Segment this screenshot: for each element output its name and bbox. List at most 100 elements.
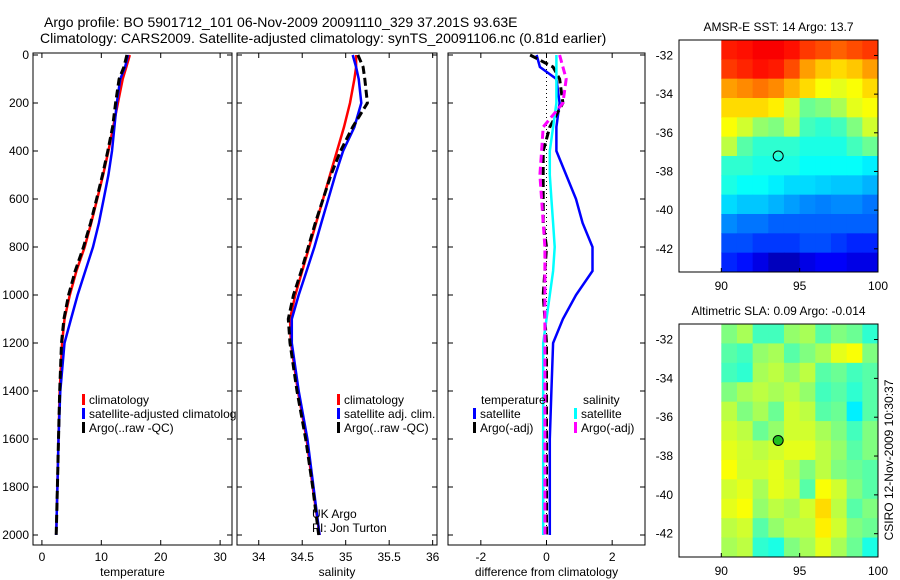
map-cell <box>752 401 769 422</box>
map-cell <box>752 537 769 558</box>
map-cell <box>846 156 863 176</box>
map-cell <box>846 175 863 196</box>
legend-swatch <box>337 408 340 419</box>
x-tick-label: 34 <box>252 550 266 564</box>
map-cell <box>768 382 785 403</box>
map-cell <box>846 382 863 403</box>
map-cell <box>721 459 738 480</box>
map-cell <box>830 117 848 138</box>
map-cell <box>862 343 879 364</box>
map-cell <box>752 59 769 80</box>
map-cell <box>830 343 848 364</box>
map-cell <box>721 382 738 403</box>
map-cell <box>736 214 754 234</box>
map-cell <box>862 421 879 441</box>
series-line-salinity-argo-adj- <box>538 54 568 535</box>
y-tick-label: 1800 <box>2 480 29 494</box>
legend-swatch <box>82 408 85 419</box>
map-cell <box>799 175 816 196</box>
legend-swatch <box>473 408 476 419</box>
map-cell <box>799 136 816 157</box>
map-cell <box>830 421 848 441</box>
map-cell <box>736 252 754 273</box>
map-cell <box>799 156 816 176</box>
y-tick-label: -32 <box>656 333 674 347</box>
map-cell <box>783 136 801 157</box>
series-line-temperature-satellite <box>535 54 594 535</box>
annotation-uk-argo: UK Argo <box>312 507 357 521</box>
map-cell <box>783 194 801 215</box>
map-cell <box>768 59 785 80</box>
map-cell <box>721 537 738 558</box>
map-cell <box>799 479 816 500</box>
map-cell <box>768 98 785 118</box>
map-cell <box>862 78 879 99</box>
map-cell <box>815 194 832 215</box>
y-tick-label: 1600 <box>2 432 29 446</box>
map-cell <box>846 117 863 138</box>
map-cell <box>830 459 848 480</box>
map-cell <box>846 40 863 60</box>
map-cell <box>815 175 832 196</box>
map-cell <box>752 194 769 215</box>
map-cell <box>752 518 769 539</box>
map-cell <box>799 194 816 215</box>
map-cell <box>768 537 785 558</box>
map-cell <box>862 498 879 519</box>
map-cell <box>815 214 832 234</box>
map-cell <box>752 498 769 519</box>
axes-box-0 <box>32 52 233 546</box>
map-cell <box>736 537 754 558</box>
map-cell <box>721 479 738 500</box>
y-tick-label: -34 <box>656 371 674 385</box>
legend-label: climatology <box>89 393 149 407</box>
map-cell <box>736 117 754 138</box>
map-cell <box>752 98 769 118</box>
x-tick-label: -2 <box>475 550 486 564</box>
map-cell <box>783 175 801 196</box>
map-cell <box>799 59 816 80</box>
map-cell <box>768 252 785 273</box>
map-cell <box>862 156 879 176</box>
map-cell <box>815 324 832 344</box>
map-cell <box>830 324 848 344</box>
map-cell <box>783 40 801 60</box>
map-cell <box>846 324 863 344</box>
map-cell <box>783 59 801 80</box>
x-axis-label: salinity <box>319 565 356 579</box>
map-cell <box>752 362 769 383</box>
map-cell <box>721 78 738 99</box>
map-cell <box>752 78 769 99</box>
x-axis-label: difference from climatology <box>475 565 618 579</box>
map-cell <box>736 324 754 344</box>
x-axis-label: temperature <box>100 565 165 579</box>
map-cell <box>846 537 863 558</box>
annotation-pi: PI: Jon Turton <box>312 521 387 535</box>
map-cell <box>862 252 879 273</box>
map-cell <box>768 479 785 500</box>
map-cell <box>736 194 754 215</box>
legend-label: satellite adj. clim. <box>344 407 435 421</box>
map-frame-1 <box>678 323 879 558</box>
map-cell <box>752 421 769 441</box>
map-cell <box>736 59 754 80</box>
map-cell <box>721 401 738 422</box>
x-tick-label: 90 <box>715 279 729 293</box>
map-cell <box>721 175 738 196</box>
map-cell <box>768 343 785 364</box>
map-cell <box>721 117 738 138</box>
x-tick-label: 95 <box>793 279 807 293</box>
map-cell <box>768 214 785 234</box>
map-cell <box>830 59 848 80</box>
map-cell <box>768 40 785 60</box>
map-cell <box>830 98 848 118</box>
y-tick-label: -40 <box>656 488 674 502</box>
legend-label: climatology <box>344 393 404 407</box>
map-cell <box>846 498 863 519</box>
map-title: Altimetric SLA: 0.09 Argo: -0.014 <box>691 304 865 318</box>
y-tick-label: 2000 <box>2 528 29 542</box>
y-tick-label: -42 <box>656 242 674 256</box>
map-cell <box>736 421 754 441</box>
x-tick-label: 90 <box>715 564 729 578</box>
map-cell <box>830 382 848 403</box>
